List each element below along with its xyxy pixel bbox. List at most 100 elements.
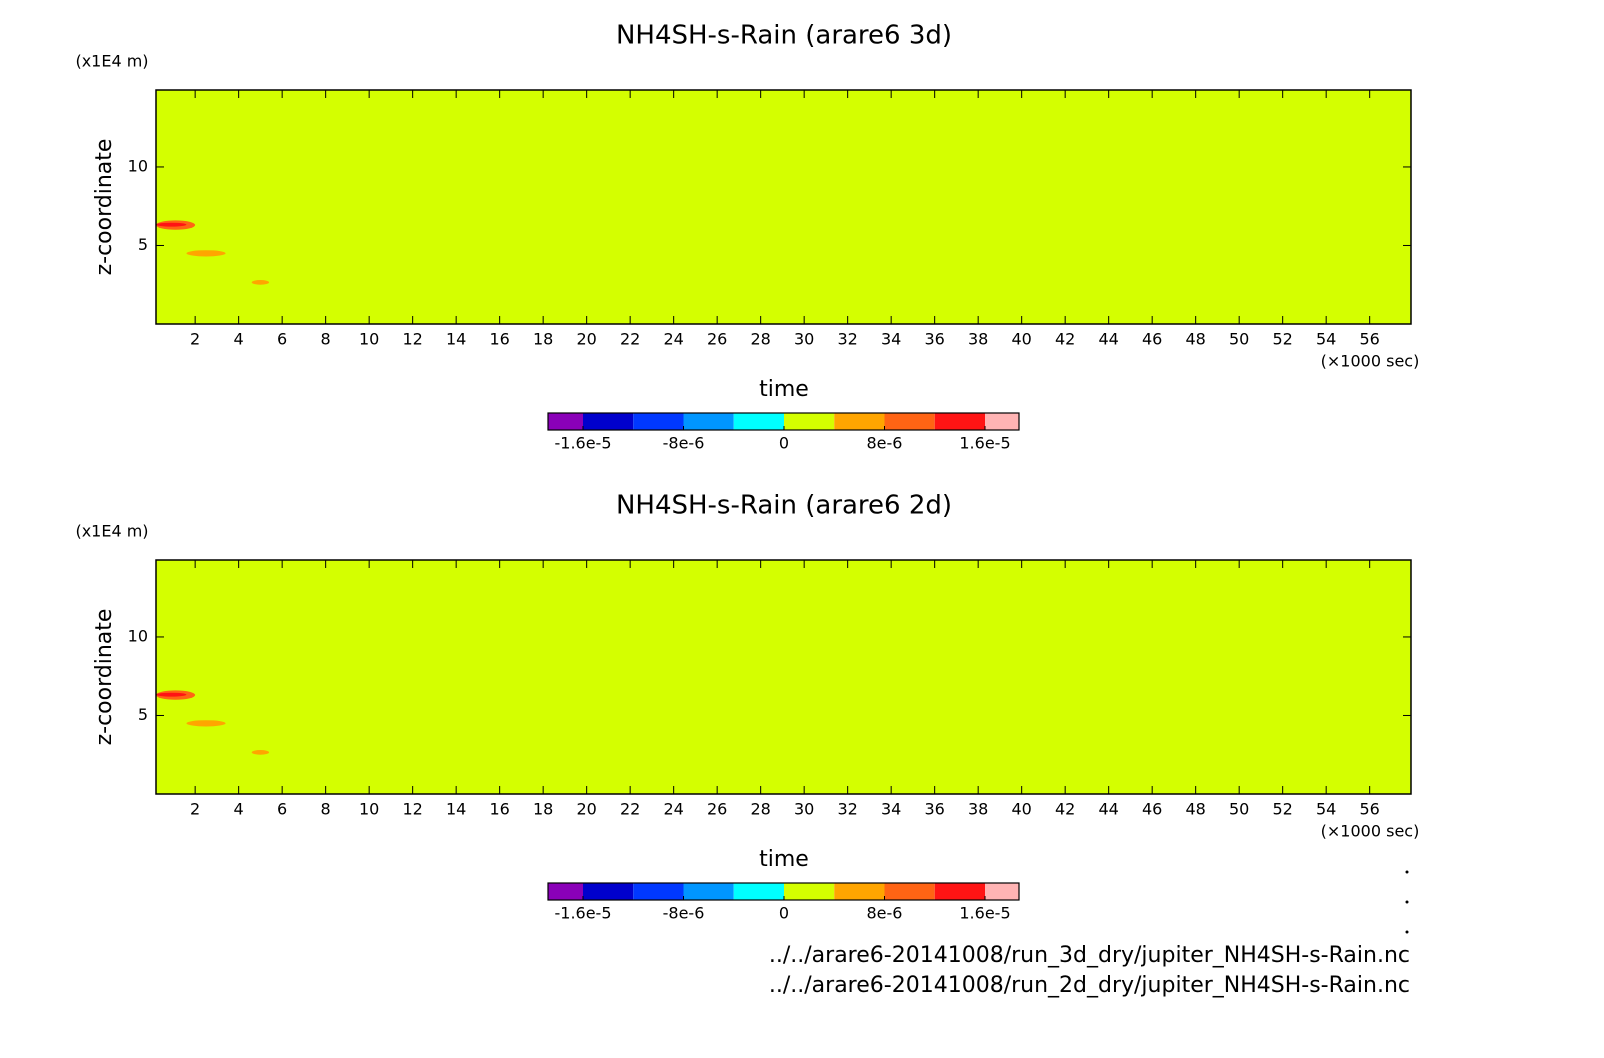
- x-tick-label: 8: [321, 800, 331, 819]
- x-axis-label: time: [759, 847, 809, 872]
- file-path: ../../arare6-20141008/run_3d_dry/jupiter…: [769, 943, 1410, 968]
- colorbar-tick-label: 0: [779, 434, 789, 453]
- colorbar-segment: [934, 413, 985, 430]
- x-tick-label: 6: [277, 800, 287, 819]
- patches: [156, 690, 270, 755]
- dot: [1405, 900, 1409, 904]
- x-tick-label: 12: [402, 330, 422, 349]
- file-path: ../../arare6-20141008/run_2d_dry/jupiter…: [769, 973, 1410, 998]
- colorbar-tick-label: 1.6e-5: [959, 904, 1010, 923]
- x-tick-label: 12: [402, 800, 422, 819]
- x-tick-label: 36: [924, 330, 944, 349]
- x-tick-label: 34: [881, 800, 901, 819]
- x-tick-label: 24: [663, 330, 683, 349]
- x-tick-label: 24: [663, 800, 683, 819]
- x-tick-label: 4: [234, 330, 244, 349]
- contour-patch: [251, 750, 270, 755]
- x-unit: (×1000 sec): [1321, 352, 1420, 371]
- plot-frame: [155, 559, 1412, 795]
- colorbar-tick-label: -8e-6: [663, 904, 705, 923]
- contour-patch: [251, 280, 270, 285]
- plot-frame: [155, 89, 1412, 325]
- x-tick-label: 56: [1359, 800, 1379, 819]
- dot: [1405, 930, 1409, 934]
- y-unit: (x1E4 m): [75, 52, 148, 71]
- colorbar-tick-label: 8e-6: [867, 904, 903, 923]
- x-tick-label: 18: [533, 330, 553, 349]
- x-tick-label: 26: [707, 800, 727, 819]
- colorbar-segment: [934, 883, 985, 900]
- x-tick-label: 14: [446, 800, 466, 819]
- x-axis-label: time: [759, 377, 809, 402]
- x-tick-label: 30: [794, 800, 814, 819]
- colorbar-segment: [683, 413, 734, 430]
- x-tick-label: 22: [620, 330, 640, 349]
- x-tick-label: 48: [1185, 800, 1205, 819]
- y-tick-label: 5: [138, 235, 148, 254]
- x-tick-label: 38: [968, 330, 988, 349]
- x-tick-label: 42: [1055, 330, 1075, 349]
- x-tick-label: 38: [968, 800, 988, 819]
- contour-patch: [156, 692, 187, 697]
- x-tick-label: 34: [881, 330, 901, 349]
- panel: NH4SH-s-Rain (arare6 3d) (x1E4 m) z-coordi…: [75, 21, 1419, 453]
- colorbar-tick-label: -1.6e-5: [554, 434, 611, 453]
- colorbar-segment: [633, 413, 684, 430]
- colorbar-segment: [884, 413, 935, 430]
- colorbar-tick-label: 0: [779, 904, 789, 923]
- x-tick-label: 2: [190, 800, 200, 819]
- x-tick-label: 54: [1316, 800, 1336, 819]
- field: [156, 560, 1411, 794]
- x-tick-label: 28: [750, 800, 770, 819]
- y-tick-label: 5: [138, 705, 148, 724]
- y-tick-label: 10: [128, 626, 148, 645]
- colorbar-segment: [784, 413, 835, 430]
- colorbar-segment: [733, 413, 784, 430]
- colorbar-segment: [834, 413, 885, 430]
- x-tick-label: 50: [1229, 330, 1249, 349]
- x-tick-label: 54: [1316, 330, 1336, 349]
- x-tick-label: 44: [1098, 800, 1118, 819]
- x-tick-label: 2: [190, 330, 200, 349]
- y-unit: (x1E4 m): [75, 522, 148, 541]
- x-tick-label: 10: [359, 330, 379, 349]
- colorbar-segment: [784, 883, 835, 900]
- x-tick-label: 42: [1055, 800, 1075, 819]
- colorbar-tick-label: 8e-6: [867, 434, 903, 453]
- colorbar-segment: [683, 883, 734, 900]
- x-tick-label: 32: [837, 330, 857, 349]
- colorbar-segment: [834, 883, 885, 900]
- x-tick-label: 16: [489, 330, 509, 349]
- colorbar-segment: [985, 883, 1019, 900]
- dot: [1405, 870, 1409, 874]
- colorbar-tick-label: -1.6e-5: [554, 904, 611, 923]
- colorbar-segment: [884, 883, 935, 900]
- x-tick-label: 26: [707, 330, 727, 349]
- y-axis-label: z-coordinate: [92, 609, 117, 746]
- patches: [156, 220, 270, 285]
- colorbar-segment: [633, 883, 684, 900]
- x-tick-label: 44: [1098, 330, 1118, 349]
- x-tick-label: 48: [1185, 330, 1205, 349]
- x-tick-label: 40: [1011, 800, 1031, 819]
- x-tick-label: 6: [277, 330, 287, 349]
- x-tick-label: 40: [1011, 330, 1031, 349]
- x-tick-label: 8: [321, 330, 331, 349]
- x-tick-label: 4: [234, 800, 244, 819]
- panel: NH4SH-s-Rain (arare6 2d) (x1E4 m) z-coordi…: [75, 491, 1419, 923]
- x-tick-label: 14: [446, 330, 466, 349]
- contour-patch: [186, 250, 226, 257]
- y-axis-label: z-coordinate: [92, 139, 117, 276]
- x-tick-label: 52: [1272, 800, 1292, 819]
- x-tick-label: 52: [1272, 330, 1292, 349]
- x-tick-label: 20: [576, 330, 596, 349]
- contour-patch: [186, 720, 226, 727]
- colorbar-segment: [548, 883, 583, 900]
- x-tick-label: 18: [533, 800, 553, 819]
- contour-patch: [156, 222, 187, 227]
- colorbar-segment: [548, 413, 583, 430]
- x-tick-label: 10: [359, 800, 379, 819]
- x-tick-label: 36: [924, 800, 944, 819]
- x-tick-label: 20: [576, 800, 596, 819]
